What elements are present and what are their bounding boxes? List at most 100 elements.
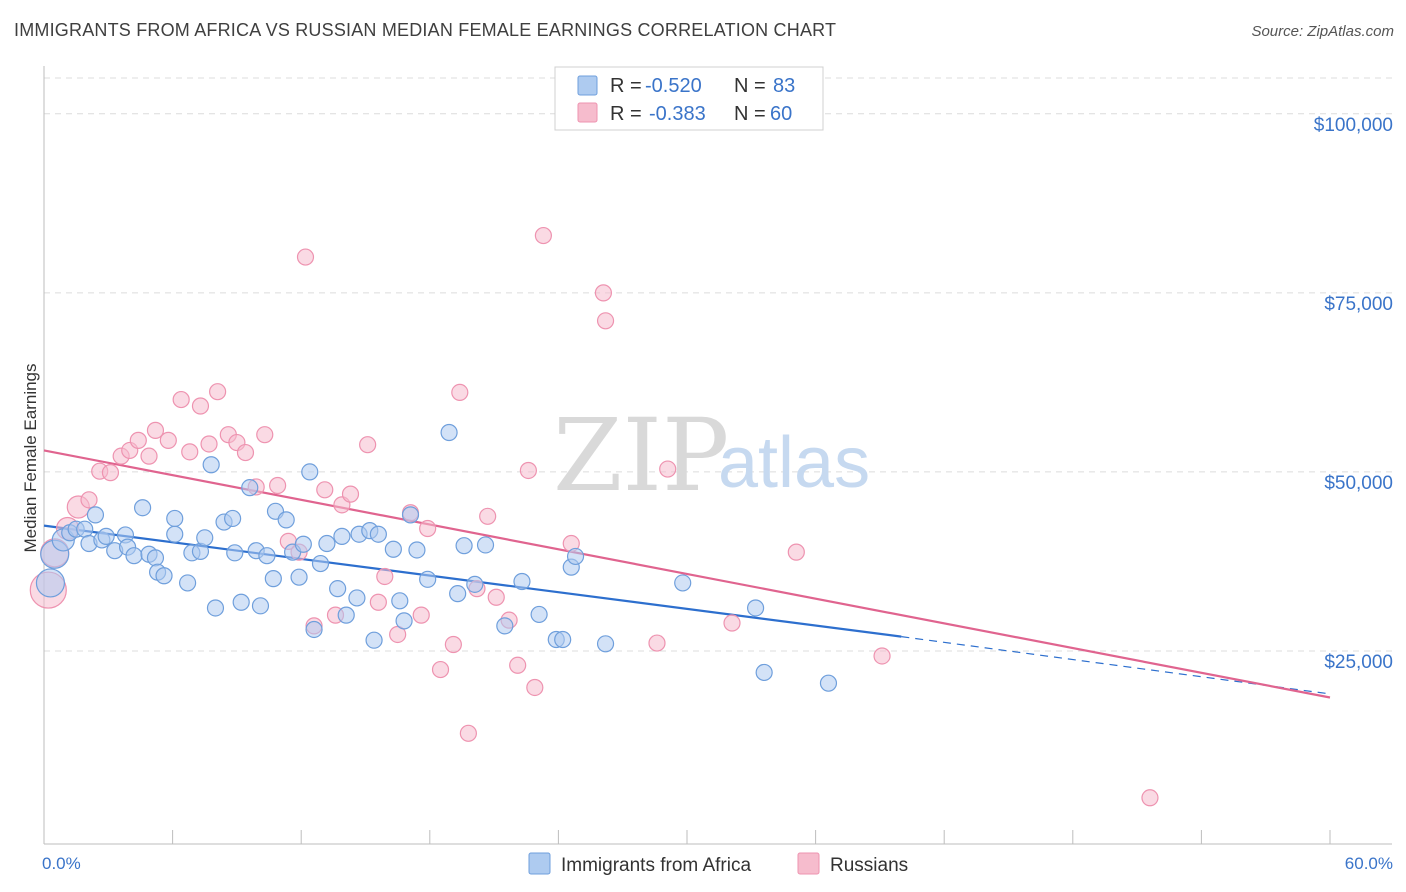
legend-swatch-pink — [797, 852, 820, 875]
x-tick-label: 0.0% — [42, 854, 81, 873]
data-point-immigrants-from-africa — [401, 506, 420, 524]
data-point-russians — [787, 543, 805, 561]
legend-r-value: -0.520 — [645, 75, 702, 97]
data-point-immigrants-from-africa — [226, 544, 244, 562]
y-tick-labels: $25,000 $50,000 $75,000 $100,000 — [1314, 115, 1393, 673]
data-point-immigrants-from-africa — [179, 574, 197, 592]
data-point-immigrants-from-africa — [125, 547, 143, 565]
data-point-immigrants-from-africa — [290, 568, 308, 586]
data-point-immigrants-from-africa — [329, 580, 347, 598]
data-point-russians — [431, 660, 450, 679]
y-axis-title: Median Female Earnings — [21, 364, 40, 553]
legend-r-value: -0.383 — [649, 103, 706, 125]
data-point-immigrants-from-africa — [264, 570, 282, 588]
legend-swatch-blue — [577, 75, 598, 96]
legend-swatch-blue — [528, 852, 551, 875]
data-point-russians — [873, 647, 891, 665]
data-point-russians — [526, 678, 544, 697]
data-point-immigrants-from-africa — [241, 479, 259, 497]
data-point-russians — [596, 312, 615, 330]
data-point-immigrants-from-africa — [251, 597, 270, 615]
data-point-russians — [509, 656, 527, 674]
data-point-immigrants-from-africa — [166, 509, 184, 528]
data-point-immigrants-from-africa — [566, 547, 585, 566]
data-point-russians — [209, 383, 227, 401]
data-point-immigrants-from-africa — [408, 541, 426, 559]
data-point-russians — [359, 436, 377, 454]
data-point-russians — [236, 443, 255, 462]
axes — [43, 66, 1392, 845]
data-point-immigrants-from-africa — [224, 509, 242, 528]
data-point-immigrants-from-africa — [819, 674, 838, 692]
watermark: ZIP atlas — [553, 397, 870, 514]
data-point-immigrants-from-africa — [76, 520, 94, 538]
data-point-russians — [200, 435, 218, 453]
chart-source: Source: ZipAtlas.com — [1251, 23, 1394, 40]
data-point-immigrants-from-africa — [166, 525, 184, 543]
data-point-russians — [419, 519, 437, 538]
data-point-russians — [412, 606, 430, 624]
data-point-immigrants-from-africa — [513, 572, 531, 591]
data-point-immigrants-from-africa — [305, 620, 323, 639]
data-point-immigrants-from-africa — [395, 612, 413, 630]
data-point-russians — [444, 635, 462, 654]
data-point-russians — [172, 390, 190, 409]
data-point-immigrants-from-africa — [391, 592, 409, 610]
data-point-russians — [594, 284, 613, 302]
y-tick-label: $50,000 — [1324, 473, 1393, 494]
legend-n-label: N = — [734, 103, 766, 125]
data-point-immigrants-from-africa — [133, 499, 152, 517]
data-point-immigrants-from-africa — [318, 534, 336, 553]
series-russians — [29, 226, 1159, 807]
data-point-immigrants-from-africa — [196, 529, 214, 547]
data-point-immigrants-from-africa — [596, 635, 615, 653]
trend-line-extension — [901, 636, 1331, 695]
data-point-immigrants-from-africa — [449, 585, 467, 603]
data-point-immigrants-from-africa — [348, 589, 366, 607]
data-point-russians — [269, 476, 287, 495]
legend-swatch-pink — [577, 102, 598, 123]
data-point-immigrants-from-africa — [755, 663, 773, 682]
data-point-immigrants-from-africa — [97, 527, 115, 545]
data-point-immigrants-from-africa — [419, 570, 437, 588]
data-point-immigrants-from-africa — [466, 575, 484, 593]
data-point-immigrants-from-africa — [146, 549, 165, 567]
grid-lines — [44, 77, 1392, 652]
data-point-immigrants-from-africa — [206, 599, 225, 617]
data-point-russians — [519, 461, 537, 480]
data-point-immigrants-from-africa — [554, 630, 572, 649]
series-legend: Immigrants from Africa Russians — [528, 852, 908, 876]
legend-n-value: 60 — [770, 103, 792, 125]
data-point-immigrants-from-africa — [277, 511, 295, 529]
data-point-russians — [101, 464, 120, 482]
legend-box — [554, 66, 824, 131]
legend-label-russians: Russians — [830, 855, 908, 876]
data-point-russians — [1141, 789, 1159, 807]
watermark-zip: ZIP — [553, 397, 729, 514]
x-tick-label: 60.0% — [1345, 854, 1393, 873]
data-point-russians — [191, 397, 210, 415]
data-point-immigrants-from-africa — [455, 537, 473, 555]
data-point-russians — [534, 226, 552, 245]
y-tick-label: $25,000 — [1324, 652, 1393, 673]
data-point-russians — [369, 593, 387, 611]
series-immigrants-from-africa — [35, 423, 838, 692]
data-point-immigrants-from-africa — [294, 535, 312, 553]
data-point-russians — [459, 724, 477, 742]
legend-r-label: R = — [610, 75, 642, 97]
data-point-russians — [316, 481, 334, 499]
data-point-immigrants-from-africa — [232, 593, 250, 611]
legend-label-immigrants-from-africa: Immigrants from Africa — [561, 855, 751, 876]
data-point-immigrants-from-africa — [384, 540, 402, 558]
data-point-immigrants-from-africa — [530, 605, 548, 624]
data-point-russians — [487, 588, 505, 606]
watermark-atlas: atlas — [718, 423, 870, 503]
chart-title: IMMIGRANTS FROM AFRICA VS RUSSIAN MEDIAN… — [14, 20, 837, 40]
data-point-russians — [129, 431, 147, 449]
data-point-russians — [181, 443, 199, 461]
data-point-russians — [296, 248, 315, 266]
y-tick-label: $75,000 — [1324, 294, 1393, 315]
data-point-immigrants-from-africa — [746, 599, 765, 617]
data-point-immigrants-from-africa — [369, 525, 387, 543]
